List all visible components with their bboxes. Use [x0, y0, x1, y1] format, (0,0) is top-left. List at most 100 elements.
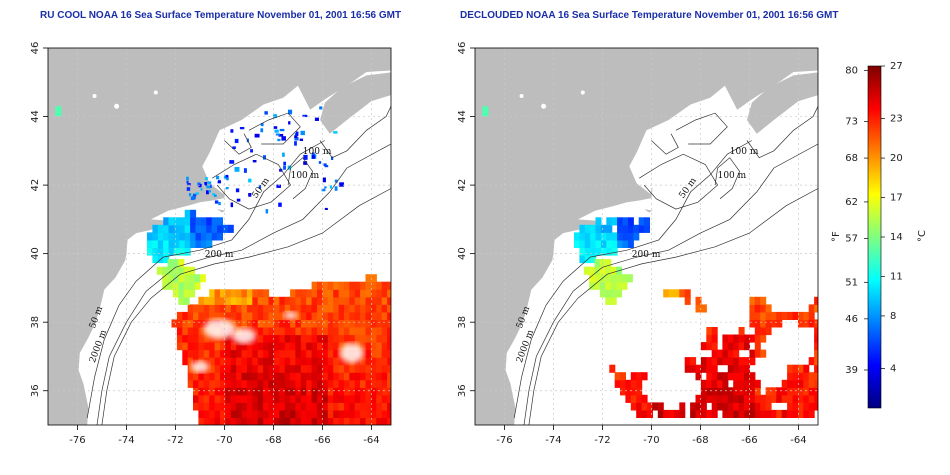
lon-tick-label: -72: [594, 435, 610, 446]
depth-contour: [651, 133, 679, 155]
lon-tick-label: -70: [216, 435, 232, 446]
depth-contour: [86, 140, 325, 419]
lon-tick-label: -70: [643, 435, 659, 446]
temperature-colorbar: 27 23 20 17 14 11 8 4 80 73 68 62 57 51 46 39 °F °C: [831, 61, 928, 409]
depth-contour: [523, 143, 818, 425]
celsius-tick-label: 11: [890, 271, 903, 282]
lon-tick-label: -68: [692, 435, 708, 446]
island: [217, 209, 226, 213]
depth-contour: [319, 106, 391, 159]
sst-overlay: [55, 106, 391, 425]
contour-label: 200 m: [205, 250, 234, 260]
cloud: [283, 311, 298, 320]
fahrenheit-tick-label: 80: [845, 65, 858, 76]
left-panel-title: RU COOL NOAA 16 Sea Surface Temperature …: [40, 10, 402, 21]
lon-tick-label: -74: [118, 435, 134, 446]
lon-tick-label: -64: [363, 435, 379, 446]
depth-contour: [675, 112, 728, 145]
lat-tick-label: 38: [30, 316, 41, 329]
coastline-land: [48, 48, 391, 425]
depth-contour: [528, 188, 818, 425]
map-axes: -76 -74 -72 -70 -68 -66 -64 36 38 40 42 44 46: [30, 42, 380, 446]
contour-label: 200 m: [632, 250, 661, 260]
depth-contour: [714, 157, 740, 200]
celsius-tick-label: 17: [890, 193, 903, 204]
graticule: [475, 48, 818, 425]
land-mass: [48, 48, 391, 425]
coastline-land: [475, 48, 818, 425]
depth-contour: [224, 133, 252, 155]
contour-label: 100 m: [718, 171, 747, 181]
land-mass: [475, 48, 818, 425]
lat-tick-label: 44: [30, 110, 41, 123]
celsius-tick-label: 20: [890, 153, 903, 164]
fahrenheit-tick-label: 39: [845, 365, 858, 376]
right-panel-title: DECLOUDED NOAA 16 Sea Surface Temperatur…: [460, 10, 839, 21]
depth-contour: [287, 157, 313, 200]
fahrenheit-tick-label: 73: [845, 117, 858, 128]
contour-label: 100 m: [291, 171, 320, 181]
colorbar-ticks: 27 23 20 17 14 11 8 4 80 73 68 62 57 51 46 39: [845, 61, 902, 376]
lon-tick-label: -66: [314, 435, 330, 446]
lat-tick-label: 36: [30, 384, 41, 397]
depth-contour: [639, 153, 719, 210]
lat-tick-label: 40: [30, 247, 41, 260]
lon-tick-label: -72: [167, 435, 183, 446]
cloud: [190, 360, 209, 373]
lat-tick-label: 42: [457, 179, 468, 192]
depth-contour: [96, 143, 391, 425]
lat-tick-label: 36: [457, 384, 468, 397]
depth-contour: [101, 188, 391, 425]
lon-tick-label: -76: [496, 435, 512, 446]
cloud: [339, 343, 364, 364]
island: [644, 209, 653, 213]
contour-label: 100 m: [730, 147, 759, 157]
lake: [541, 103, 547, 109]
lat-tick-label: 46: [457, 42, 468, 55]
depth-contour: [248, 112, 301, 145]
lat-tick-label: 40: [457, 247, 468, 260]
nova-scotia: [747, 72, 818, 134]
lon-tick-label: -74: [545, 435, 561, 446]
lake: [114, 103, 120, 109]
lat-tick-label: 44: [457, 110, 468, 123]
lon-tick-label: -66: [741, 435, 757, 446]
lat-tick-label: 46: [30, 42, 41, 55]
lake: [153, 90, 158, 95]
celsius-tick-label: 27: [890, 61, 903, 72]
lon-tick-label: -76: [69, 435, 85, 446]
cloud: [203, 319, 236, 340]
map-frame: [474, 47, 819, 426]
depth-contour: [212, 153, 292, 210]
fahrenheit-tick-label: 62: [845, 197, 858, 208]
lon-tick-label: -68: [265, 435, 281, 446]
fahrenheit-tick-label: 51: [845, 277, 858, 288]
fahrenheit-tick-label: 68: [845, 153, 858, 164]
graticule: [48, 48, 391, 425]
nova-scotia: [320, 72, 391, 134]
celsius-tick-label: 14: [890, 232, 903, 243]
depth-contour: [746, 106, 818, 159]
fahrenheit-label: °F: [831, 231, 842, 242]
lake: [580, 90, 585, 95]
lon-tick-label: -64: [790, 435, 806, 446]
celsius-label: °C: [917, 230, 928, 242]
lake: [92, 93, 97, 98]
sst-overlay: [482, 106, 818, 418]
depth-contour: [513, 140, 752, 419]
cloud: [232, 327, 256, 344]
contour-label: 100 m: [303, 147, 332, 157]
colorbar-bar: [867, 65, 882, 409]
map-frame: [47, 47, 392, 426]
lake: [519, 93, 524, 98]
map-axes: -76 -74 -72 -70 -68 -66 -64 36 38 40 42 44 46: [457, 42, 807, 446]
celsius-tick-label: 23: [890, 114, 903, 125]
lat-tick-label: 38: [457, 316, 468, 329]
lat-tick-label: 42: [30, 179, 41, 192]
celsius-tick-label: 8: [890, 311, 896, 322]
celsius-tick-label: 4: [890, 364, 896, 375]
fahrenheit-tick-label: 57: [845, 233, 858, 244]
